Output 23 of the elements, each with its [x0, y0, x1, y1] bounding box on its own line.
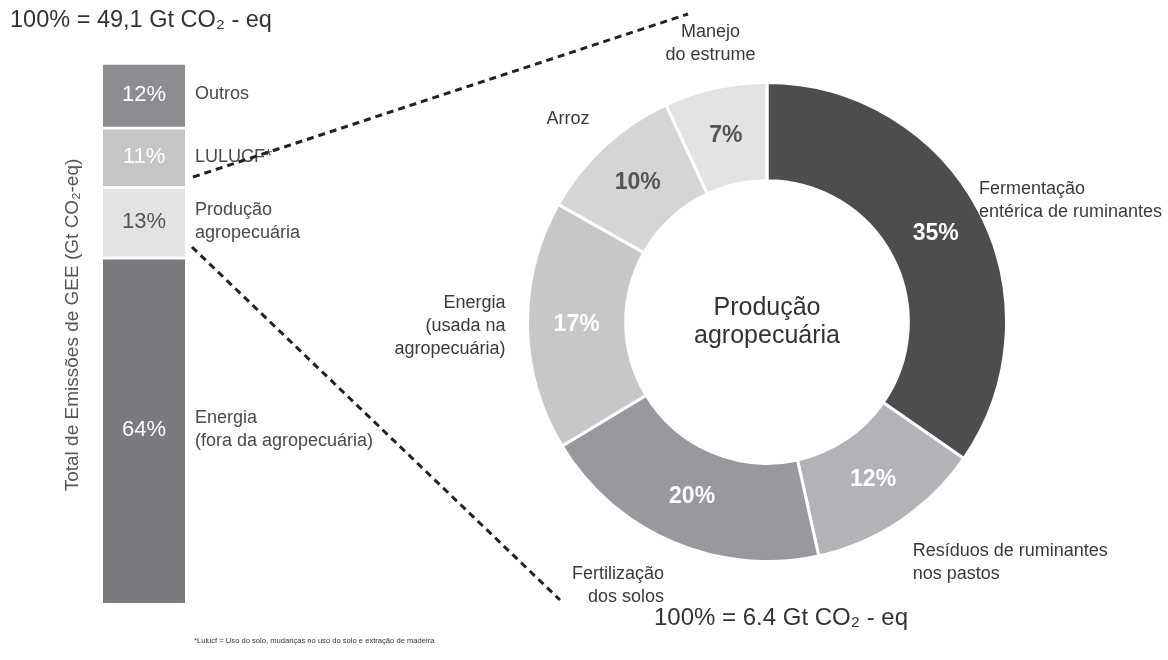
slice-label: Energia (usada na agropecuária) [394, 292, 507, 359]
data-label: 20% [669, 482, 716, 509]
data-label: 13% [121, 207, 167, 233]
slice-label: Resíduos de ruminantes nos pastos [912, 539, 1108, 583]
slice-label: Fermentação entérica de ruminantes [978, 178, 1163, 222]
chart-title: 100% = 49,1 Gt CO₂ - eq [10, 6, 272, 34]
data-label: 12% [121, 80, 167, 106]
series-label: Produção agropecuária [195, 199, 302, 243]
data-label: 35% [912, 219, 959, 246]
data-label: 7% [709, 121, 743, 148]
data-label: 64% [121, 415, 167, 441]
y-axis-title: Total de Emissões de GEE (Gt CO₂-eq) [61, 158, 83, 492]
data-label: 12% [850, 465, 897, 492]
data-label: 17% [553, 310, 600, 337]
text: Produção agropecuária [694, 291, 841, 348]
slice-label: Manejo do estrume [665, 21, 756, 65]
series-label: Energia (fora da agropecuária) [195, 407, 374, 451]
slice-label: Arroz [546, 107, 590, 128]
text: 100% = 6.4 Gt CO₂ - eq [653, 603, 909, 631]
data-label: 11% [122, 142, 166, 168]
slice-label: Fertilização dos solos [572, 562, 665, 606]
data-label: 10% [614, 167, 661, 194]
series-label: Outros [195, 83, 250, 104]
